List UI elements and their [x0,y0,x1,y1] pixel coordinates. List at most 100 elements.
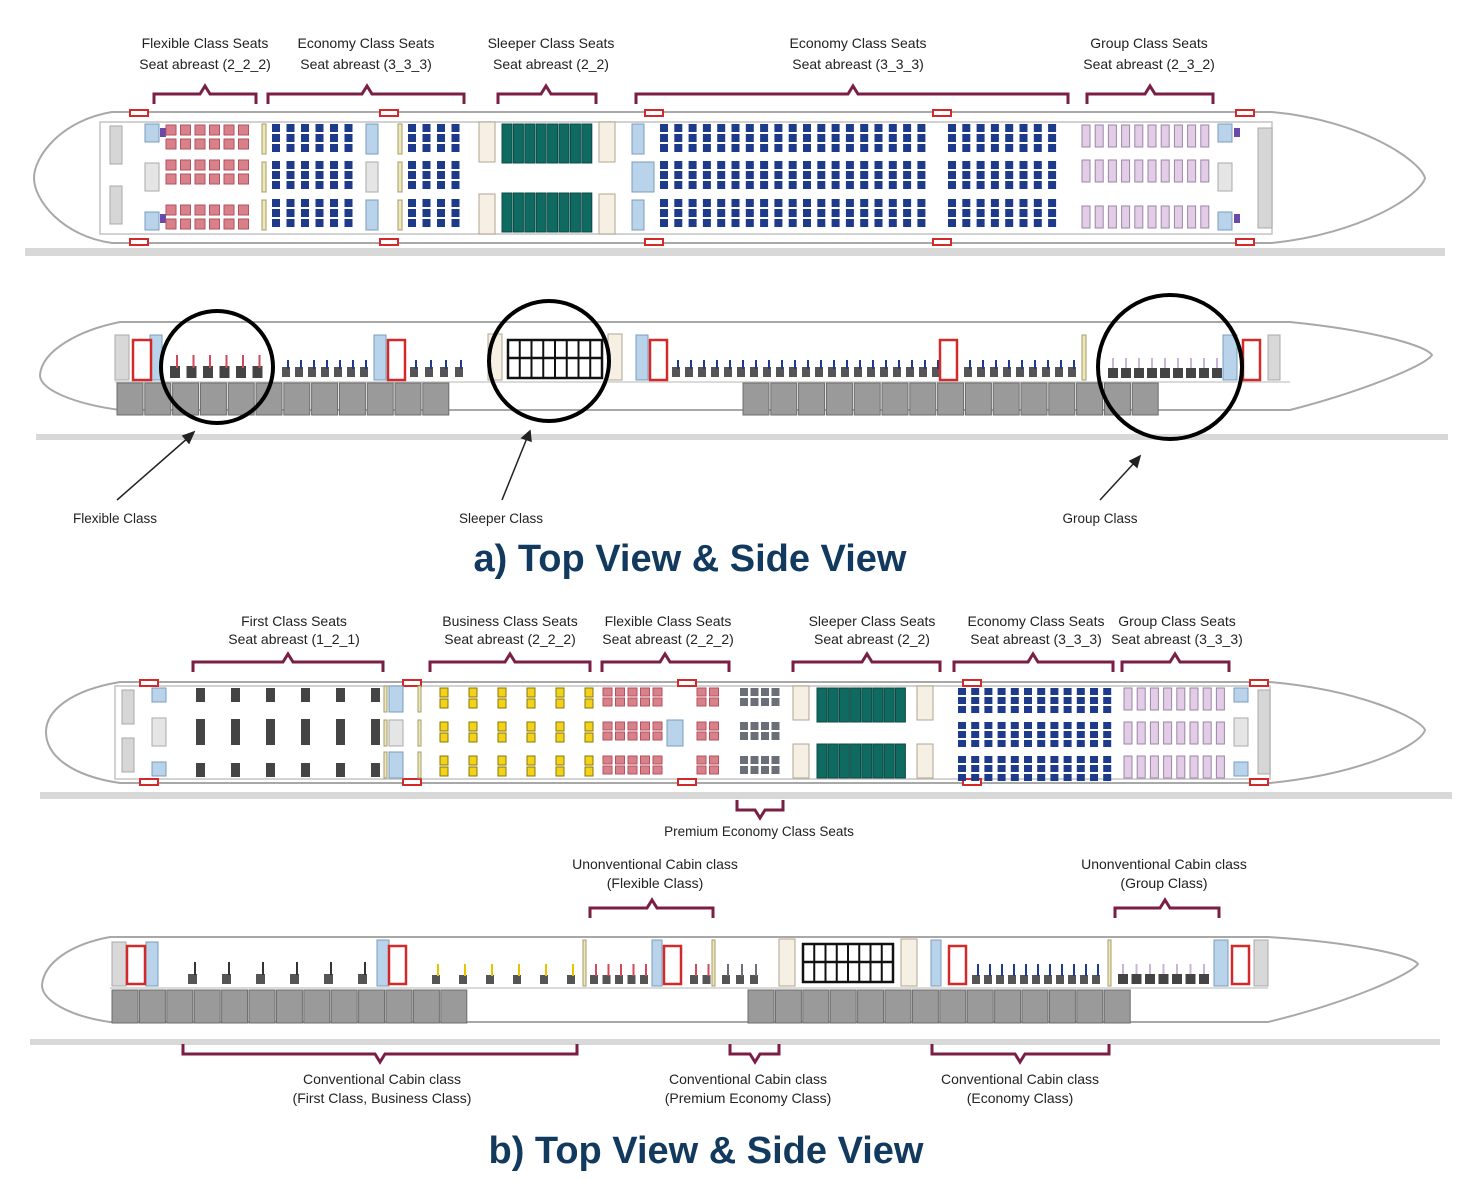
economy-seat-back [1025,964,1027,976]
panel-a-title: a) Top View & Side View [474,538,907,580]
label-b-first-line2: Seat abreast (1_2_1) [228,631,360,647]
economy-seat-side [455,367,463,377]
economy-seat [1076,774,1085,781]
circle-group-class [1096,293,1244,441]
economy-seat [745,219,754,227]
economy-seat [971,740,980,747]
economy-seat [272,199,280,207]
premium-seat-back [741,964,743,976]
economy-seat [745,209,754,217]
economy-seat-side [932,367,940,377]
business-seat-back [518,964,520,976]
flexible-seat-back [595,964,597,976]
flexible-seat [615,687,625,697]
group-seat-back [1164,358,1166,368]
business-seat-back [572,964,574,976]
economy-seat [702,219,711,227]
economy-seat [1050,731,1059,738]
economy-seat [660,134,668,142]
door [947,944,968,986]
flexible-seat [627,697,638,707]
economy-seat [788,134,797,142]
panel-a-top-view [25,109,1445,256]
economy-seat [845,161,854,169]
economy-seat [917,134,926,142]
economy-seat [976,171,985,179]
economy-seat [344,209,353,217]
economy-seat [1005,144,1014,152]
business-seat [439,687,449,698]
first-seat-side [222,974,231,984]
economy-seat [315,219,324,227]
group-seat [1107,205,1117,229]
label-b-uncon-flexible-line2: (Flexible Class) [607,875,703,891]
label-b-sleeper-line1: Sleeper Class Seats [809,613,936,629]
economy-seat [948,144,956,152]
economy-seat-side [996,975,1004,984]
economy-seat [1005,209,1014,217]
economy-seat [760,134,769,142]
first-class-seat [371,688,380,702]
economy-seat [1005,181,1014,189]
cargo-container [881,382,909,416]
business-seat [584,721,594,732]
economy-seat [948,199,956,207]
economy-seat [888,161,897,169]
group-seat [1200,205,1210,229]
group-seat-side [1173,368,1183,378]
economy-seat [1048,181,1057,189]
premium-economy-seat [750,722,759,730]
premium-seat-side [722,975,730,984]
economy-seat [817,161,826,169]
economy-seat [272,181,280,189]
panel-a-highlights [159,293,1244,441]
galley [1213,939,1229,987]
group-seat-back [1203,358,1205,368]
economy-seat [874,199,883,207]
bracket-b-first [191,651,385,672]
economy-seat [990,124,999,132]
economy-seat [286,181,295,189]
economy-seat [831,219,840,227]
sleeper-berth [547,123,559,164]
lavatory [778,938,796,987]
economy-seat [948,161,956,169]
flexible-seat [615,765,625,775]
economy-seat [984,731,993,738]
flexible-seat [709,765,719,775]
economy-seat [917,181,926,189]
premium-economy-seat [750,688,759,696]
first-seat-back [228,962,230,975]
economy-seat [344,124,353,132]
flexible-seat [238,124,249,136]
flexible-seat [652,765,663,775]
economy-seat-back [430,360,432,369]
economy-seat [903,144,912,152]
economy-seat [903,171,912,179]
economy-seat [958,740,966,747]
economy-seat [688,181,697,189]
door [129,238,149,246]
economy-seat [717,199,726,207]
economy-seat-back [445,360,447,369]
economy-seat [774,209,783,217]
panel-b-top-brackets [191,651,1231,821]
premium-economy-seat [771,756,780,764]
economy-seat [845,181,854,189]
economy-seat-back [460,360,462,369]
panel-b-top-view [40,679,1452,799]
economy-seat [422,219,431,227]
economy-seat [1019,144,1028,152]
partition [417,685,422,713]
group-seat-back [1122,964,1124,974]
economy-seat [408,199,416,207]
economy-seat [817,134,826,142]
economy-seat [788,144,797,152]
cargo-container [172,382,200,416]
panel-b-side-upper-brackets [588,897,1221,918]
economy-seat-side [789,367,797,377]
economy-seat [330,124,338,132]
business-seat [584,732,594,743]
business-seat-side [567,975,575,984]
economy-seat [1076,688,1085,695]
